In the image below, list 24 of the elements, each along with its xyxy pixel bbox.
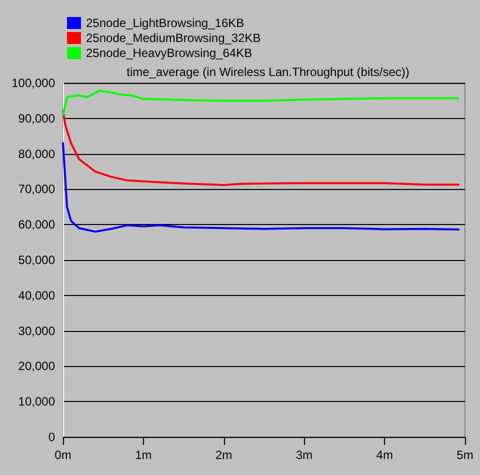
y-tick-label: 60,000 <box>18 218 56 232</box>
x-tick-label: 5m <box>456 448 474 462</box>
legend-label: 25node_LightBrowsing_16KB <box>86 16 244 30</box>
line-series <box>62 142 460 233</box>
line-series <box>62 90 460 116</box>
y-tick-label: 10,000 <box>18 394 56 409</box>
y-tick-label: 70,000 <box>18 182 56 196</box>
x-tick-label: 4m <box>376 448 393 462</box>
y-tick-label: 90,000 <box>18 111 56 126</box>
legend-label: 25node_HeavyBrowsing_64KB <box>86 46 252 60</box>
y-tick-label: 40,000 <box>18 288 56 302</box>
y-tick-label: 50,000 <box>18 253 56 267</box>
line-series <box>62 110 460 186</box>
legend-label: 25node_MediumBrowsing_32KB <box>86 31 261 45</box>
y-tick-label: 80,000 <box>18 146 56 161</box>
x-tick-label: 0m <box>54 448 72 462</box>
chart-title: time_average (in Wireless Lan.Throughput (bits/sec)) <box>126 65 410 79</box>
x-tick-label: 2m <box>215 448 232 462</box>
x-tick-label: 3m <box>296 448 313 462</box>
y-tick-label: 20,000 <box>18 359 56 374</box>
y-tick-label: 100,000 <box>12 76 56 90</box>
x-tick-label: 1m <box>135 448 152 462</box>
y-tick-label: 0 <box>48 430 56 444</box>
y-tick-label: 30,000 <box>18 324 56 338</box>
